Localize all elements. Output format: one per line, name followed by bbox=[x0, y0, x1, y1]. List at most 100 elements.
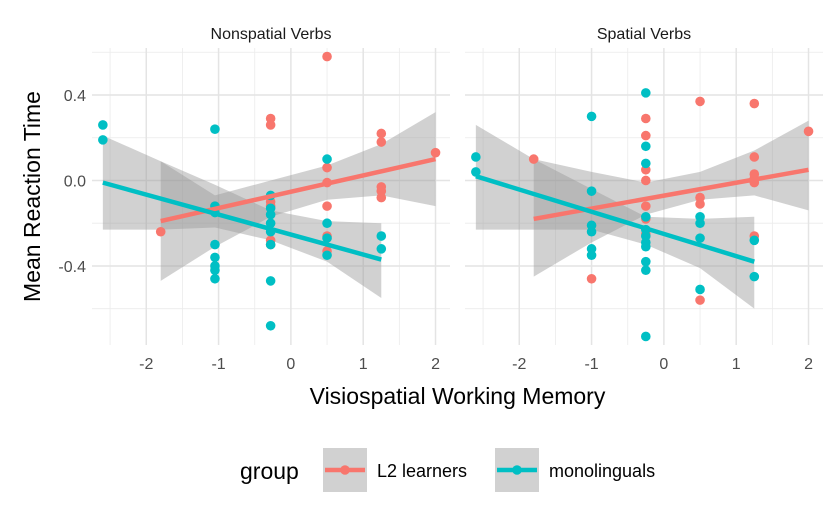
x-tick-label: 1 bbox=[732, 356, 741, 373]
point-monolinguals bbox=[98, 135, 108, 145]
panel-background bbox=[465, 48, 823, 345]
point-l2-learners bbox=[376, 128, 387, 139]
y-tick-label: 0.0 bbox=[64, 173, 86, 190]
point-monolinguals bbox=[641, 331, 651, 342]
panel-title: Spatial Verbs bbox=[597, 26, 691, 43]
point-monolinguals bbox=[265, 276, 276, 286]
point-monolinguals bbox=[641, 256, 651, 267]
y-tick-label: 0.4 bbox=[64, 88, 86, 105]
point-monolinguals bbox=[210, 252, 220, 263]
x-tick-label: -2 bbox=[139, 356, 153, 373]
point-monolinguals bbox=[322, 154, 332, 164]
legend-key-point bbox=[340, 465, 350, 475]
fit-line-l2-learners bbox=[533, 167, 809, 222]
point-monolinguals bbox=[471, 152, 481, 162]
point-monolinguals bbox=[749, 235, 760, 246]
legend-title: group bbox=[240, 458, 299, 484]
confidence-bands bbox=[102, 112, 436, 298]
x-axis-label: Visiospatial Working Memory bbox=[310, 383, 606, 409]
point-monolinguals bbox=[641, 211, 651, 222]
point-monolinguals bbox=[210, 273, 220, 284]
point-l2-learners bbox=[803, 126, 814, 137]
point-l2-learners bbox=[586, 273, 597, 284]
legend-entry-monolinguals: monolinguals bbox=[495, 448, 655, 492]
legend-label: monolinguals bbox=[549, 461, 655, 481]
point-monolinguals bbox=[322, 233, 332, 243]
fit-line-monolinguals bbox=[102, 180, 382, 262]
point-monolinguals bbox=[265, 320, 276, 331]
confidence-band-l2-learners bbox=[533, 120, 809, 277]
point-l2-learners bbox=[641, 113, 651, 124]
point-monolinguals bbox=[265, 239, 276, 250]
legend-key-point bbox=[512, 465, 522, 475]
point-l2-learners bbox=[695, 199, 705, 209]
panel-title: Nonspatial Verbs bbox=[211, 26, 332, 43]
x-tick-label: -1 bbox=[584, 356, 598, 373]
point-l2-learners bbox=[376, 137, 387, 147]
point-monolinguals bbox=[695, 233, 705, 243]
panel-nonspatial: Nonspatial Verbs bbox=[92, 26, 450, 345]
y-tick-label: -0.4 bbox=[58, 259, 86, 276]
fit-line-monolinguals bbox=[475, 174, 755, 264]
x-tick-label: -1 bbox=[211, 356, 225, 373]
point-monolinguals bbox=[641, 265, 651, 276]
point-monolinguals bbox=[471, 167, 481, 177]
point-monolinguals bbox=[586, 111, 597, 122]
point-monolinguals bbox=[586, 186, 597, 196]
fit-lines bbox=[475, 167, 809, 264]
point-monolinguals bbox=[641, 88, 651, 98]
point-monolinguals bbox=[265, 209, 276, 220]
x-tick-label: 2 bbox=[431, 356, 440, 373]
x-axis-ticks: -2 -1 0 1 2 -2 -1 0 1 2 bbox=[139, 356, 813, 373]
x-tick-label: 2 bbox=[804, 356, 813, 373]
point-monolinguals bbox=[641, 241, 651, 252]
point-monolinguals bbox=[641, 141, 651, 152]
panel-spatial: Spatial Verbs bbox=[465, 26, 823, 345]
point-l2-learners bbox=[155, 226, 166, 237]
point-l2-learners bbox=[322, 162, 332, 173]
x-tick-label: -2 bbox=[512, 356, 526, 373]
point-monolinguals bbox=[210, 239, 220, 250]
fit-lines bbox=[102, 156, 437, 262]
point-l2-learners bbox=[695, 295, 705, 305]
point-l2-learners bbox=[265, 120, 276, 130]
point-monolinguals bbox=[322, 250, 332, 261]
y-axis-ticks: -0.4 0.0 0.4 bbox=[58, 88, 86, 276]
point-monolinguals bbox=[695, 284, 705, 295]
point-monolinguals bbox=[322, 218, 332, 229]
point-monolinguals bbox=[749, 271, 760, 282]
legend-label: L2 learners bbox=[377, 461, 467, 481]
point-monolinguals bbox=[210, 265, 220, 276]
point-monolinguals bbox=[641, 158, 651, 169]
x-tick-label: 1 bbox=[359, 356, 368, 373]
point-monolinguals bbox=[376, 231, 387, 241]
point-l2-learners bbox=[641, 130, 651, 141]
legend-entries: L2 learners monolinguals bbox=[323, 448, 655, 492]
legend: group L2 learners monolinguals bbox=[240, 448, 655, 492]
y-axis-label: Mean Reaction Time bbox=[19, 91, 45, 302]
point-monolinguals bbox=[210, 124, 220, 134]
point-monolinguals bbox=[586, 226, 597, 237]
confidence-band-l2-learners bbox=[160, 112, 436, 281]
x-tick-label: 0 bbox=[659, 356, 668, 373]
point-l2-learners bbox=[322, 51, 332, 62]
point-l2-learners bbox=[749, 152, 760, 162]
point-l2-learners bbox=[376, 192, 387, 203]
point-l2-learners bbox=[695, 96, 705, 107]
point-l2-learners bbox=[641, 201, 651, 211]
point-monolinguals bbox=[98, 120, 108, 130]
point-l2-learners bbox=[322, 201, 332, 211]
point-l2-learners bbox=[641, 175, 651, 186]
point-monolinguals bbox=[265, 218, 276, 229]
point-l2-learners bbox=[528, 154, 539, 164]
x-tick-label: 0 bbox=[286, 356, 295, 373]
legend-entry-l2-learners: L2 learners bbox=[323, 448, 467, 492]
point-monolinguals bbox=[376, 244, 387, 254]
data-points bbox=[471, 88, 814, 342]
point-l2-learners bbox=[430, 147, 441, 158]
confidence-band-monolinguals bbox=[102, 135, 382, 298]
point-monolinguals bbox=[586, 250, 597, 261]
point-l2-learners bbox=[749, 98, 760, 109]
point-monolinguals bbox=[695, 218, 705, 229]
